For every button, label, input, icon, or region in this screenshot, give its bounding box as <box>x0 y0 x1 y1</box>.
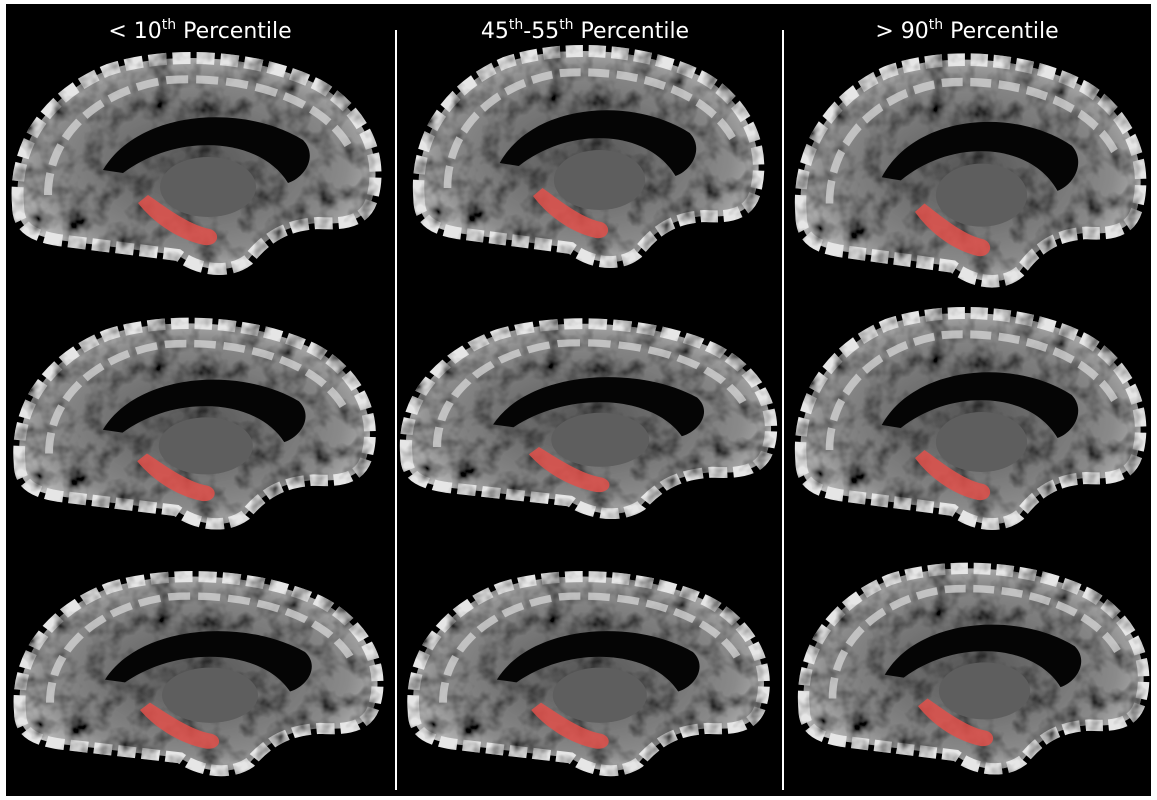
page: < 10th Percentile45th-55th Percentile> 9… <box>0 0 1157 800</box>
column-title: > 90th Percentile <box>875 17 1058 44</box>
superscript: th <box>509 17 523 33</box>
figure: < 10th Percentile45th-55th Percentile> 9… <box>0 0 1157 800</box>
title-text: Percentile <box>943 19 1059 44</box>
superscript: th <box>559 17 573 33</box>
title-text: Percentile <box>574 19 690 44</box>
title-text: 45 <box>481 19 509 44</box>
title-text: -55 <box>523 19 559 44</box>
mri-grid <box>18 51 1144 771</box>
title-text: < 10 <box>108 19 161 44</box>
superscript: th <box>929 17 943 33</box>
column-title: < 10th Percentile <box>108 17 291 44</box>
title-text: > 90 <box>875 19 928 44</box>
title-text: Percentile <box>176 19 292 44</box>
superscript: th <box>162 17 176 33</box>
